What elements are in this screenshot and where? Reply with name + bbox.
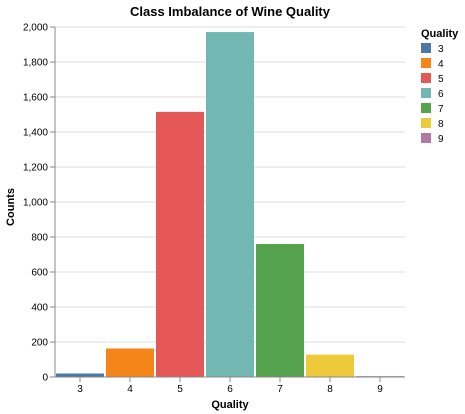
legend-swatch [421, 73, 431, 83]
bar-quality-5 [156, 111, 204, 377]
legend-swatch [421, 133, 431, 143]
y-tick-label: 2,000 [23, 23, 48, 34]
legend-swatch [421, 118, 431, 128]
legend-swatch [421, 88, 431, 98]
x-tick-label: 7 [277, 384, 283, 395]
x-axis: 3 4 5 6 7 8 9 [55, 376, 405, 395]
y-tick-label: 800 [31, 233, 48, 244]
bar-quality-8 [306, 354, 354, 377]
legend-title: Quality [421, 28, 459, 40]
y-tick-label: 1,200 [23, 163, 48, 174]
y-tick-label: 1,400 [23, 128, 48, 139]
legend-label: 5 [438, 74, 444, 85]
legend: Quality 3 4 5 6 7 8 9 [421, 28, 459, 145]
y-tick-label: 1,000 [23, 198, 48, 209]
y-tick-label: 1,600 [23, 93, 48, 104]
y-tick-label: 1,800 [23, 58, 48, 69]
legend-label: 7 [438, 104, 444, 115]
legend-label: 8 [438, 119, 444, 130]
x-tick-label: 6 [227, 384, 233, 395]
x-tick-label: 3 [77, 384, 83, 395]
y-axis: 0 200 400 600 800 1,000 1,200 1,400 1,600 1,800 2,… [23, 23, 56, 384]
x-tick-label: 9 [377, 384, 383, 395]
x-tick-label: 8 [327, 384, 333, 395]
legend-swatch [421, 43, 431, 53]
y-tick-label: 400 [31, 303, 48, 314]
chart-title: Class Imbalance of Wine Quality [130, 4, 331, 19]
bar-quality-3 [56, 373, 104, 377]
x-tick-label: 4 [127, 384, 133, 395]
legend-label: 6 [438, 89, 444, 100]
legend-swatch [421, 103, 431, 113]
x-axis-title: Quality [211, 399, 249, 411]
legend-swatch [421, 58, 431, 68]
bar-quality-7 [256, 244, 304, 377]
legend-label: 9 [438, 134, 444, 145]
legend-label: 4 [438, 59, 444, 70]
y-tick-label: 200 [31, 338, 48, 349]
bars [56, 32, 404, 377]
y-axis-title: Counts [5, 188, 17, 226]
y-tick-label: 0 [42, 373, 48, 384]
bar-quality-6 [206, 32, 254, 377]
bar-quality-4 [106, 348, 154, 377]
legend-label: 3 [438, 44, 444, 55]
x-tick-label: 5 [177, 384, 183, 395]
y-tick-label: 600 [31, 268, 48, 279]
